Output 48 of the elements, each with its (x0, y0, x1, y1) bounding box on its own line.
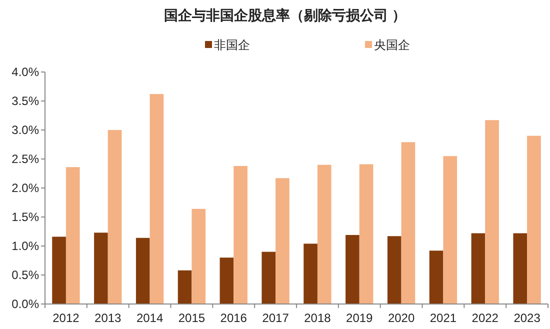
bar (94, 232, 108, 304)
bar (108, 130, 122, 304)
x-tick-label: 2015 (178, 311, 206, 325)
chart-title: 国企与非国企股息率（剔除亏损公司 ） (164, 7, 406, 23)
bar (304, 244, 318, 304)
y-tick-label: 1.5% (12, 210, 40, 224)
bar (387, 236, 402, 304)
x-tick-label: 2022 (472, 311, 499, 325)
x-tick-label: 2013 (94, 311, 122, 325)
bar (471, 233, 486, 304)
x-tick-label: 2016 (220, 311, 248, 325)
bar (262, 252, 276, 304)
y-tick-label: 0.5% (12, 268, 40, 282)
y-tick-label: 2.5% (12, 152, 40, 166)
x-tick-label: 2021 (430, 311, 457, 325)
x-tick-label: 2019 (346, 311, 374, 325)
bar (192, 208, 206, 304)
bar (276, 178, 290, 304)
bar (178, 270, 192, 304)
x-tick-label: 2012 (52, 311, 80, 325)
y-tick-label: 0.0% (12, 297, 40, 311)
x-tick-label: 2014 (136, 311, 164, 325)
bar (234, 166, 248, 304)
bar (136, 238, 150, 304)
x-tick-label: 2017 (262, 311, 290, 325)
bar (66, 167, 80, 304)
y-tick-label: 3.5% (12, 94, 40, 108)
bar (359, 164, 374, 304)
x-tick-label: 2023 (514, 311, 541, 325)
x-tick-label: 2020 (388, 311, 415, 325)
y-tick-label: 3.0% (12, 123, 40, 137)
bar (150, 94, 164, 304)
bar (485, 120, 499, 304)
bar (220, 258, 234, 304)
legend-label: 非国企 (214, 38, 250, 52)
y-tick-label: 4.0% (12, 65, 40, 79)
bar (513, 233, 528, 304)
y-tick-label: 1.0% (12, 239, 40, 253)
bar (429, 250, 444, 304)
y-tick-label: 2.0% (12, 181, 40, 195)
bar (443, 156, 458, 304)
bar (401, 142, 416, 304)
legend-label: 央国企 (374, 38, 410, 52)
bar (346, 234, 360, 304)
x-tick-label: 2018 (304, 311, 332, 325)
bar (317, 164, 332, 304)
bar (527, 136, 541, 304)
bar (52, 236, 66, 304)
